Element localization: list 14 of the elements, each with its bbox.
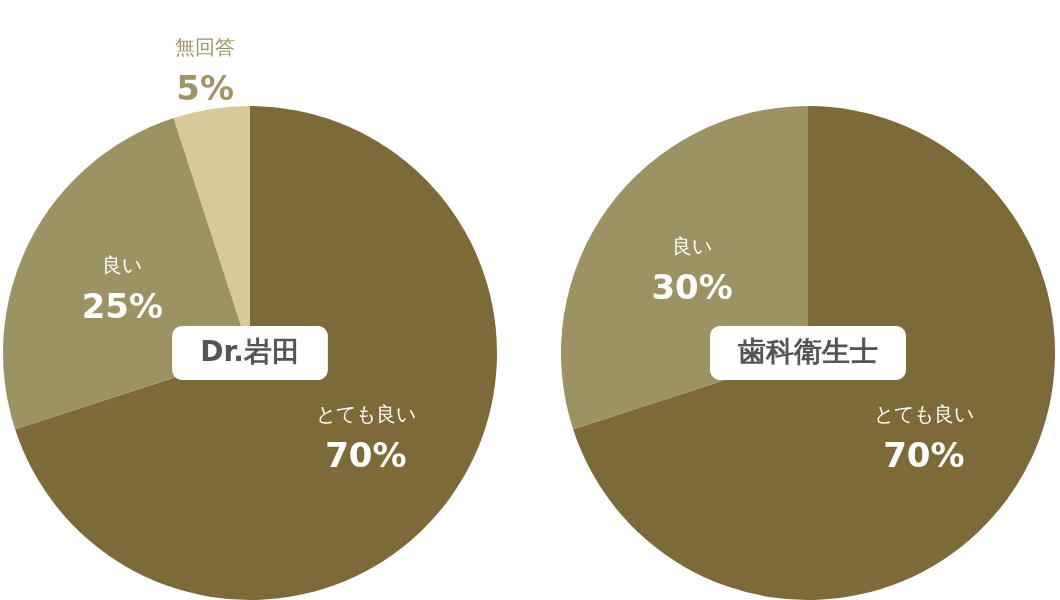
slice-label: とても良い	[315, 402, 416, 427]
data-label: 25%	[81, 285, 164, 326]
slice-label: 良い	[102, 252, 143, 277]
data-label: 70%	[883, 435, 965, 476]
text: 歯科衛生士	[737, 335, 878, 368]
slice-label: 無回答	[175, 34, 236, 59]
text: Dr.岩田	[200, 335, 300, 368]
slice-label: とても良い	[873, 402, 974, 427]
data-label: 70%	[325, 435, 407, 476]
slice-label: 良い	[672, 233, 713, 258]
pie-slice	[573, 106, 1055, 600]
data-label: 5%	[176, 67, 234, 108]
data-label: 30%	[651, 266, 733, 307]
pie-slice	[15, 106, 497, 600]
